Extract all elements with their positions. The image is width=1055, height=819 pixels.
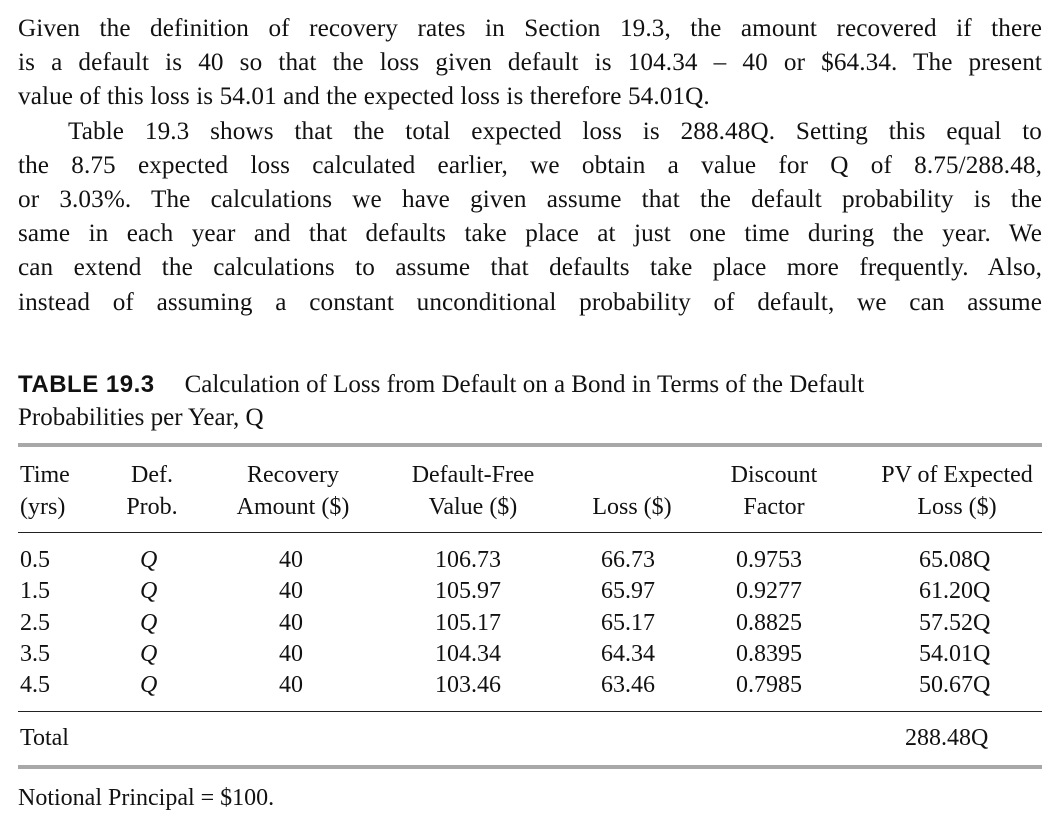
header-time-line-1: Time [20,462,70,488]
cell-discount: 0.8395 [736,641,802,667]
header-discount: Discount Factor [709,459,839,523]
cell-default-free: 105.17 [435,610,501,636]
table-header-rule [18,532,1042,533]
table-total-rule [18,711,1042,712]
cell-recovery: 40 [279,641,303,667]
header-pv-line-2: Loss ($) [917,494,997,520]
header-loss: Loss ($) [572,459,692,523]
cell-discount: 0.9753 [736,547,802,573]
cell-recovery: 40 [279,610,303,636]
cell-time: 3.5 [20,641,50,667]
header-recovery-line-1: Recovery [247,462,339,488]
cell-loss: 65.17 [601,610,655,636]
header-def-prob-line-2: Prob. [126,494,178,520]
header-time-line-2: (yrs) [20,494,66,520]
header-recovery: Recovery Amount ($) [213,459,373,523]
paragraph-2-line-3: or 3.03%. The calculations we have given… [18,186,1042,214]
cell-default-free: 105.97 [435,578,501,604]
cell-pv: 57.52Q [919,610,991,636]
paragraph-1-line-2: is a default is 40 so that the loss give… [18,49,1042,77]
cell-def-prob: Q [140,610,158,636]
header-default-free-line-2: Value ($) [428,494,518,520]
cell-loss: 64.34 [601,641,655,667]
paragraph-2-line-4: same in each year and that defaults take… [18,220,1042,248]
cell-discount: 0.7985 [736,672,802,698]
table-caption-line-2: Probabilities per Year, Q [18,404,264,431]
cell-loss: 65.97 [601,578,655,604]
header-loss-line-2: Loss ($) [592,494,672,520]
cell-loss: 63.46 [601,672,655,698]
header-def-prob: Def. Prob. [112,459,192,523]
cell-recovery: 40 [279,578,303,604]
cell-loss: 66.73 [601,547,655,573]
paragraph-2-line-6: instead of assuming a constant unconditi… [18,288,1042,316]
cell-def-prob: Q [140,547,158,573]
cell-default-free: 103.46 [435,672,501,698]
table-caption-first-line: TABLE 19.3 Calculation of Loss from Defau… [18,368,864,401]
cell-pv: 61.20Q [919,578,991,604]
header-discount-line-2: Factor [743,494,805,520]
header-pv: PV of Expected Loss ($) [860,459,1054,523]
cell-pv: 54.01Q [919,641,991,667]
cell-time: 1.5 [20,578,50,604]
header-def-prob-line-1: Def. [131,462,173,488]
cell-time: 0.5 [20,547,50,573]
paragraph-1-line-1: Given the definition of recovery rates i… [18,15,1042,42]
cell-def-prob: Q [140,641,158,667]
body-text: Given the definition of recovery rates i… [18,12,1042,320]
cell-recovery: 40 [279,672,303,698]
cell-time: 2.5 [20,610,50,636]
cell-recovery: 40 [279,547,303,573]
table-label: TABLE 19.3 [18,371,155,398]
cell-default-free: 106.73 [435,547,501,573]
cell-pv: 65.08Q [919,547,991,573]
table-top-rule [18,443,1042,447]
paragraph-1-line-3: value of this loss is 54.01 and the expe… [18,83,710,111]
header-loss-line-1 [572,459,692,491]
table-footnote: Notional Principal = $100. [18,785,275,811]
cell-discount: 0.9277 [736,578,802,604]
cell-def-prob: Q [140,672,158,698]
table-caption: TABLE 19.3 Calculation of Loss from Defau… [18,368,864,434]
header-discount-line-1: Discount [730,462,818,488]
header-default-free: Default-Free Value ($) [393,459,553,523]
paragraph-2-line-5: can extend the calculations to assume th… [18,254,1042,282]
header-default-free-line-1: Default-Free [411,462,535,488]
paragraph-2-line-2: the 8.75 expected loss calculated earlie… [18,151,1042,179]
paragraph-2-line-1: Table 19.3 shows that the total expected… [68,117,1042,145]
cell-default-free: 104.34 [435,641,501,667]
table-bottom-rule [18,765,1042,769]
header-time: Time (yrs) [20,459,70,523]
cell-discount: 0.8825 [736,610,802,636]
cell-def-prob: Q [140,578,158,604]
total-label: Total [20,725,69,751]
cell-time: 4.5 [20,672,50,698]
header-pv-line-1: PV of Expected [881,462,1033,488]
table-caption-line-1: Calculation of Loss from Default on a Bo… [184,371,865,398]
total-value: 288.48Q [905,725,989,751]
cell-pv: 50.67Q [919,672,991,698]
header-recovery-line-2: Amount ($) [236,494,350,520]
